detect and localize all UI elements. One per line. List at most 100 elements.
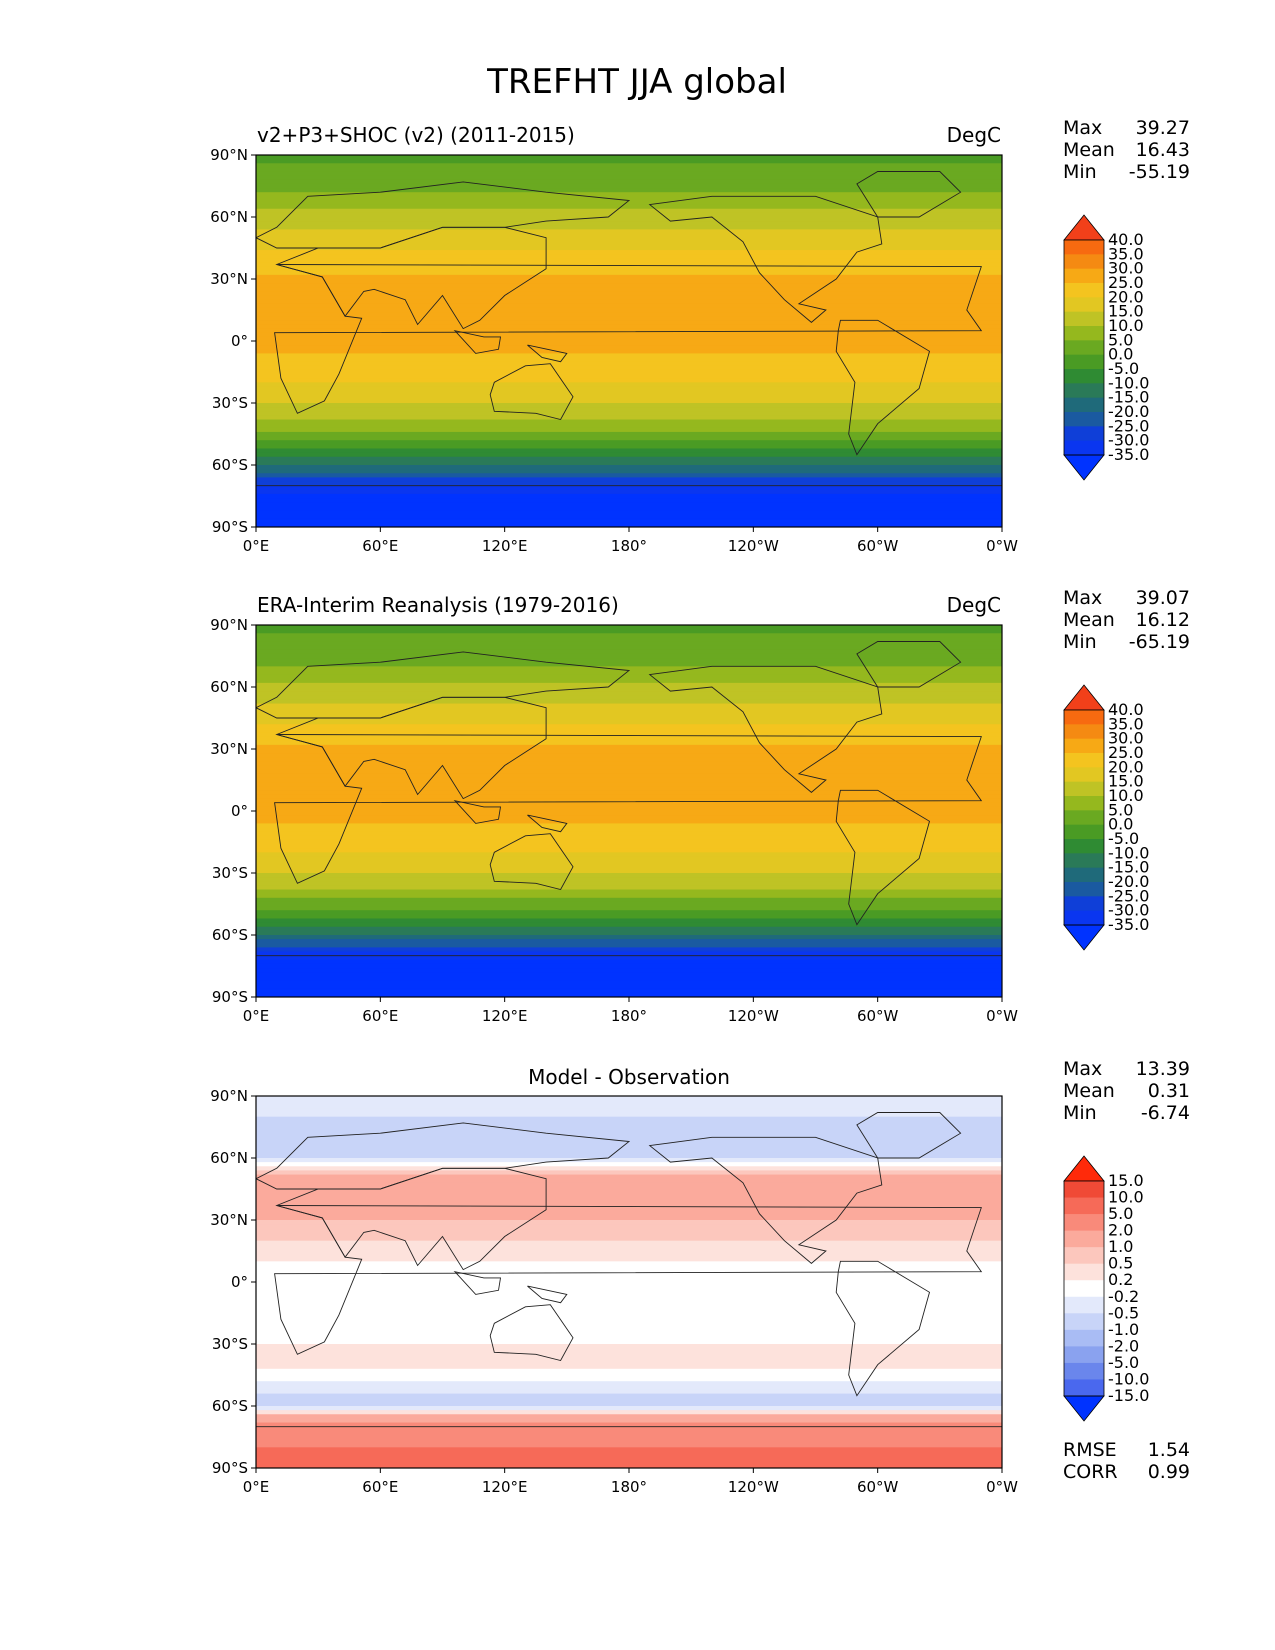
colorbar-label: -1.0 — [1108, 1320, 1139, 1339]
field-band — [256, 649, 1002, 655]
coastline — [856, 171, 962, 218]
field-band — [256, 1170, 1002, 1176]
field-band — [256, 1298, 1002, 1304]
field-band — [256, 357, 1002, 363]
lat-tick-label: 60°N — [210, 1149, 248, 1167]
lat-tick-label: 90°S — [212, 1459, 248, 1477]
colorbar-swatch — [1064, 896, 1104, 912]
colorbar-label: 0.0 — [1108, 345, 1133, 364]
field-band — [256, 1207, 1002, 1213]
field-band — [256, 448, 1002, 454]
colorbar-swatch — [1064, 824, 1104, 840]
coastline — [835, 789, 931, 926]
field-band — [256, 1269, 1002, 1275]
field-band — [256, 1385, 1002, 1391]
field-band — [256, 1096, 1002, 1101]
field-band — [256, 341, 1002, 346]
coastline — [527, 814, 568, 833]
field-band — [256, 1344, 1002, 1349]
field-band — [256, 398, 1002, 404]
field-band — [256, 502, 1002, 507]
colorbar-swatch — [1064, 369, 1104, 384]
coastline — [835, 1260, 931, 1397]
field-band — [256, 1323, 1002, 1329]
colorbar-label: 15.0 — [1108, 772, 1144, 791]
field-band — [256, 390, 1002, 396]
field-band — [256, 856, 1002, 862]
extra-stat-label: RMSE — [1063, 1439, 1117, 1461]
lat-tick-label: 30°S — [212, 1335, 248, 1353]
colorbar-frame — [1063, 1180, 1105, 1397]
field-band — [256, 237, 1002, 243]
lat-tick-label: 90°N — [210, 146, 248, 164]
colorbar-swatch — [1064, 1379, 1104, 1397]
colorbar-label: 5.0 — [1108, 800, 1133, 819]
stat-label: Max — [1063, 117, 1102, 139]
field-band — [256, 411, 1002, 416]
field-band — [256, 1368, 1002, 1374]
field-band — [256, 1439, 1002, 1444]
field-band — [256, 403, 1002, 408]
field-band — [256, 959, 1002, 965]
field-band — [256, 349, 1002, 354]
field-band — [256, 456, 1002, 462]
field-band — [256, 881, 1002, 886]
field-band — [256, 645, 1002, 651]
field-band — [256, 394, 1002, 400]
field-band — [256, 893, 1002, 899]
colorbar-label: 5.0 — [1108, 330, 1133, 349]
field-band — [256, 658, 1002, 663]
colorbar-swatch — [1064, 1181, 1104, 1199]
field-band — [256, 307, 1002, 313]
field-band — [256, 1203, 1002, 1209]
colorbar-label: 15.0 — [1108, 302, 1144, 321]
coastline — [489, 1304, 574, 1362]
extra-stat-value: 1.54 — [1148, 1439, 1190, 1461]
field-band — [256, 806, 1002, 812]
field-band — [256, 943, 1002, 948]
field-band — [256, 274, 1002, 280]
colorbar-swatch — [1064, 1263, 1104, 1281]
field-band — [256, 1360, 1002, 1366]
stat-label: Max — [1063, 587, 1102, 609]
stat-value: 16.12 — [1136, 609, 1190, 631]
colorbar-label: 0.2 — [1108, 1270, 1133, 1289]
stat-value: -65.19 — [1129, 631, 1190, 653]
field-band — [256, 1162, 1002, 1167]
field-band — [256, 711, 1002, 717]
colorbar-label: -30.0 — [1108, 901, 1149, 920]
field-band — [256, 963, 1002, 969]
field-band — [256, 1443, 1002, 1448]
colorbar-swatch — [1064, 853, 1104, 869]
stat-label: Mean — [1063, 1080, 1115, 1102]
field-band — [256, 1149, 1002, 1155]
field-band — [256, 369, 1002, 375]
colorbar-label: -10.0 — [1108, 373, 1149, 392]
field-band — [256, 935, 1002, 940]
field-band — [256, 1335, 1002, 1341]
field-band — [256, 1116, 1002, 1122]
field-band — [256, 481, 1002, 487]
field-band — [256, 303, 1002, 309]
field-band — [256, 1282, 1002, 1287]
field-band — [256, 1129, 1002, 1134]
field-band — [256, 1348, 1002, 1353]
field-band — [256, 1422, 1002, 1428]
colorbar-swatch — [1064, 1280, 1104, 1298]
field-band — [256, 328, 1002, 334]
colorbar-label: -10.0 — [1108, 843, 1149, 862]
field-band — [256, 171, 1002, 177]
field-band — [256, 514, 1002, 520]
field-band — [256, 279, 1002, 284]
colorbar-label: 0.5 — [1108, 1254, 1133, 1273]
colorbar-label: 1.0 — [1108, 1237, 1133, 1256]
field-band — [256, 827, 1002, 833]
colorbar-swatch — [1064, 254, 1104, 270]
colorbar-swatch — [1064, 1230, 1104, 1248]
field-band — [256, 707, 1002, 713]
field-band — [256, 1401, 1002, 1407]
field-band — [256, 1315, 1002, 1320]
field-band — [256, 1220, 1002, 1225]
lon-tick-label: 60°E — [362, 1478, 398, 1496]
field-band — [256, 477, 1002, 483]
